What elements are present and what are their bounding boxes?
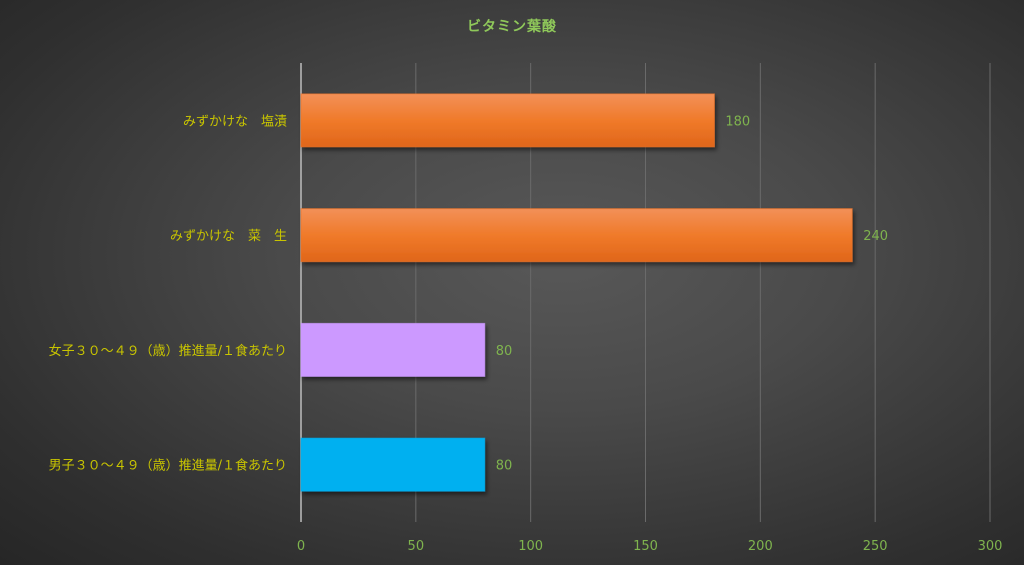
x-tick-label: 100 (518, 539, 543, 554)
x-tick-label: 0 (297, 539, 305, 554)
data-label: 80 (496, 344, 513, 359)
chart-title: ビタミン葉酸 (467, 19, 557, 35)
data-label: 180 (725, 114, 750, 129)
category-label: 男子３０～４９（歳）推進量/１食あたり (49, 458, 287, 474)
x-tick-label: 250 (863, 539, 888, 554)
bar (300, 93, 715, 148)
category-label: みずかけな 塩漬 (183, 114, 287, 129)
bar (300, 322, 486, 377)
x-tick-label: 150 (633, 539, 658, 554)
x-tick-label: 50 (408, 539, 425, 554)
bar (300, 208, 853, 263)
category-label: みずかけな 菜 生 (170, 229, 287, 244)
x-tick-label: 300 (978, 539, 1003, 554)
x-tick-label: 200 (748, 539, 773, 554)
data-label: 240 (863, 229, 888, 244)
category-label: 女子３０～４９（歳）推進量/１食あたり (49, 343, 287, 359)
data-label: 80 (496, 459, 513, 474)
bar (300, 437, 486, 492)
